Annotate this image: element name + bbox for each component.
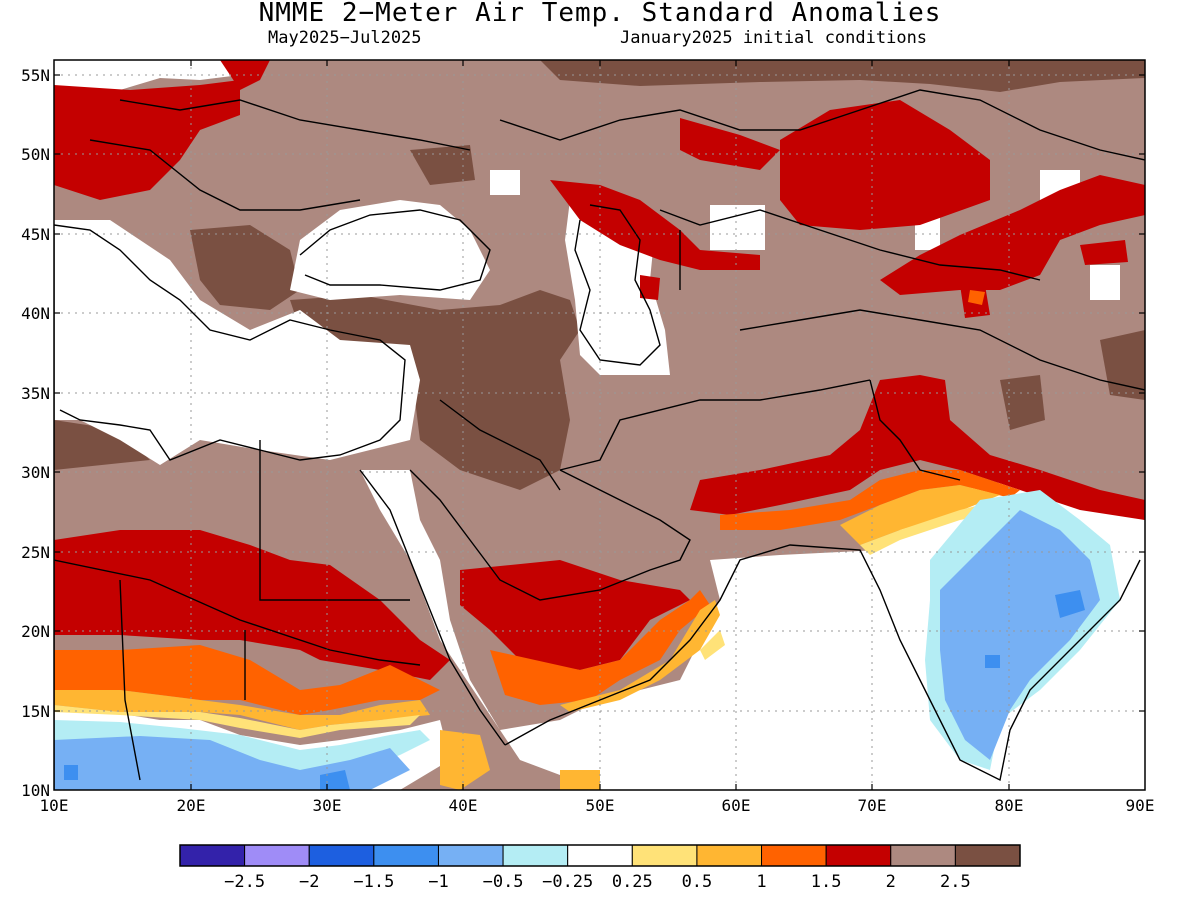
colorbar-swatch: [179, 844, 246, 867]
lat-label: 40N: [21, 304, 50, 323]
map-plot-area: [54, 60, 1145, 790]
lon-label: 90E: [1126, 796, 1155, 815]
lat-label: 20N: [21, 622, 50, 641]
colorbar: −2.5 −2 −1.5 −1 −0.5 −0.25 0.25 0.5 1 1.5 2 2.5: [179, 844, 1021, 892]
lat-label: 30N: [21, 463, 50, 482]
colorbar-swatch: [696, 844, 763, 867]
colorbar-label: −0.5: [483, 872, 524, 892]
red-regions: [54, 60, 1145, 680]
lat-label: 55N: [21, 66, 50, 85]
colorbar-swatch: [631, 844, 698, 867]
lat-label: 10N: [21, 781, 50, 800]
tick-marks: [54, 60, 1145, 790]
lat-label: 35N: [21, 384, 50, 403]
lat-label: 45N: [21, 225, 50, 244]
lon-label: 80E: [995, 796, 1024, 815]
colorbar-label: 1.5: [811, 872, 842, 892]
colorbar-swatch: [373, 844, 439, 867]
lat-label: 15N: [21, 702, 50, 721]
lon-label: 20E: [177, 796, 206, 815]
light-orange-regions: [54, 485, 1000, 790]
colorbar-label: 0.5: [682, 872, 713, 892]
colorbar-swatch: [437, 844, 504, 867]
orange-regions: [54, 290, 1020, 715]
lat-label: 50N: [21, 145, 50, 164]
lon-label: 30E: [313, 796, 342, 815]
colorbar-swatch: [502, 844, 569, 867]
colorbar-swatch: [890, 844, 956, 867]
lon-label: 50E: [586, 796, 615, 815]
latitude-labels: 55N 50N 45N 40N 35N 30N 25N 20N 15N 10N: [21, 66, 50, 800]
colorbar-label: −2.5: [224, 872, 265, 892]
colorbar-label: 2.5: [940, 872, 971, 892]
colorbar-frame: [179, 844, 1021, 867]
forecast-period: May2025−Jul2025: [268, 28, 422, 48]
coastlines-borders: [54, 89, 1145, 790]
colorbar-label: −0.25: [542, 872, 593, 892]
colorbar-swatch: [954, 844, 1021, 867]
colorbar-swatches: [179, 844, 1021, 867]
colorbar-swatch: [567, 844, 633, 867]
colorbar-swatch: [825, 844, 892, 867]
initial-conditions: January2025 initial conditions: [620, 28, 928, 48]
colorbar-label: −1: [428, 872, 448, 892]
lon-label: 10E: [40, 796, 69, 815]
colorbar-swatch: [308, 844, 375, 867]
colorbar-swatch: [761, 844, 827, 867]
colorbar-label: −1.5: [353, 872, 394, 892]
lon-label: 60E: [722, 796, 751, 815]
colorbar-label: 0.25: [612, 872, 653, 892]
colorbar-labels: −2.5 −2 −1.5 −1 −0.5 −0.25 0.25 0.5 1 1.5 2 2.5: [224, 872, 971, 892]
lat-label: 25N: [21, 543, 50, 562]
lon-label: 70E: [858, 796, 887, 815]
colorbar-label: 1: [756, 872, 766, 892]
figure-title: NMME 2−Meter Air Temp. Standard Anomalie…: [258, 0, 942, 28]
colorbar-label: 2: [886, 872, 896, 892]
lon-label: 40E: [449, 796, 478, 815]
gridlines: [54, 60, 1145, 790]
colorbar-label: −2: [299, 872, 319, 892]
longitude-labels: 10E 20E 30E 40E 50E 60E 70E 80E 90E: [40, 796, 1155, 815]
colorbar-swatch: [244, 844, 310, 867]
